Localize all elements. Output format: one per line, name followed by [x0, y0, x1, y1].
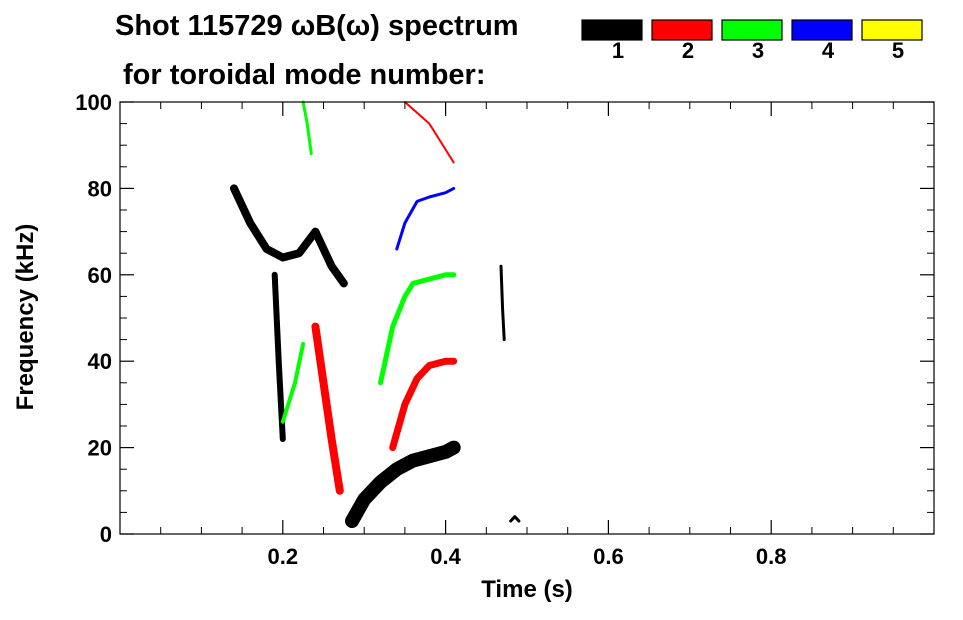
plot-frame [119, 101, 935, 535]
spectrum-data [230, 100, 521, 528]
y-tick-label: 60 [88, 263, 112, 288]
legend-swatch-2 [651, 19, 713, 41]
legend-label-3: 3 [752, 38, 764, 63]
mode-2-series-6 [389, 357, 458, 452]
mode-4-series-11 [395, 186, 456, 251]
y-tick-label: 100 [75, 90, 112, 115]
y-tick-label: 0 [100, 522, 112, 547]
mode-3-series-10 [301, 100, 313, 156]
mode-3-series-8 [280, 341, 306, 424]
x-tick-label: 0.8 [756, 544, 787, 569]
mode-1-series-3 [499, 264, 506, 342]
x-axis-label: Time (s) [481, 576, 573, 603]
legend-label-5: 5 [892, 38, 904, 63]
y-axis-label: Frequency (kHz) [12, 224, 39, 411]
legend-swatch-4 [791, 19, 853, 41]
legend-swatch-5 [861, 19, 923, 41]
legend-swatch-3 [721, 19, 783, 41]
x-tick-label: 0.4 [430, 544, 461, 569]
y-tick-label: 20 [88, 436, 112, 461]
legend-swatch-1 [581, 19, 643, 41]
y-tick-label: 40 [88, 349, 112, 374]
chart-subtitle: for toroidal mode number: [123, 59, 486, 91]
chart-title: Shot 115729 ωB(ω) spectrum [115, 10, 519, 42]
y-tick-label: 80 [88, 176, 112, 201]
mode-1-series-0 [230, 184, 348, 288]
axes: 0.2 0.4 0.6 0.8 0 20 40 60 80 100 [75, 90, 934, 569]
x-tick-label: 0.6 [593, 544, 624, 569]
mode-1-series-4 [509, 515, 521, 523]
legend-label-2: 2 [682, 38, 694, 63]
mode-3-series-9 [378, 272, 457, 386]
legend-label-1: 1 [612, 38, 624, 63]
mode-1-series-2 [345, 440, 461, 528]
legend-label-4: 4 [822, 38, 835, 63]
mode-1-series-1 [271, 271, 286, 442]
x-tick-label: 0.2 [268, 544, 299, 569]
mode-2-series-7 [403, 101, 455, 164]
mode-2-series-5 [311, 322, 344, 495]
mode-legend: 1 2 3 4 5 [581, 19, 923, 63]
